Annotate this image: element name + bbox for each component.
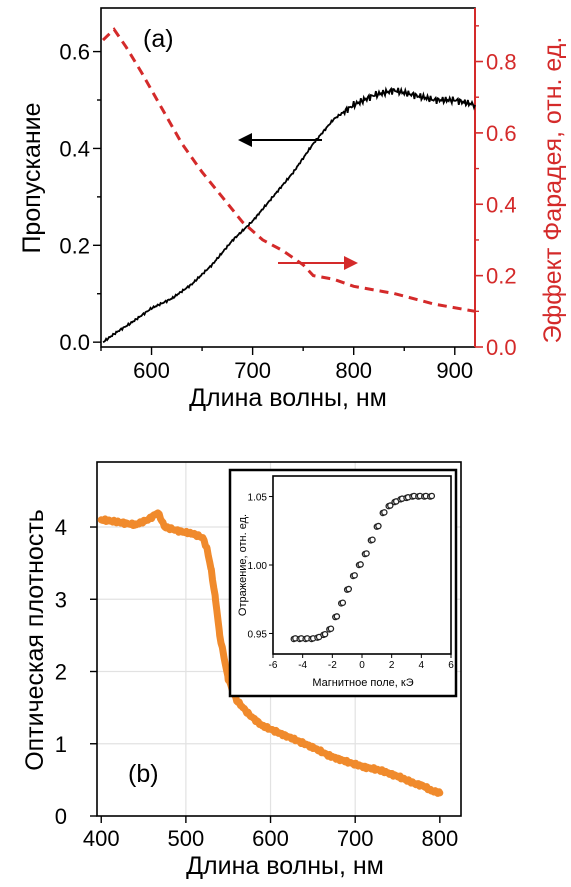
inset-data-point	[369, 536, 376, 544]
inset-y-tick-label: 1.00	[248, 561, 268, 572]
inset-x-tick-label: 4	[419, 660, 425, 671]
inset-x-tick-label: 2	[389, 660, 395, 671]
panel-a-left-arrow	[238, 133, 322, 147]
inset-data-point	[321, 630, 329, 638]
panel-a-left-axis-label: Пропускание	[18, 102, 46, 253]
panel-b-y-tick-label: 0	[55, 804, 67, 829]
panel-a-right-arrow	[278, 256, 358, 270]
panel-a-transmission-line	[102, 86, 476, 344]
inset-data-point	[351, 572, 358, 579]
inset-y-tick-label: 0.95	[248, 629, 268, 640]
panel-b-x-tick-label: 800	[421, 826, 458, 851]
inset-x-ticks: -6 -4 -2 0 2 4 6	[269, 654, 454, 671]
inset-y-axis-label: Отражение, отн. ед.	[237, 514, 249, 616]
panel-a-right-tick-label: 0.0	[486, 335, 517, 360]
panel-a-faraday-line	[101, 27, 476, 313]
inset-x-tick-label: -4	[298, 660, 307, 671]
inset-data-point	[428, 492, 436, 500]
panel-b-y-tick-label: 3	[55, 587, 67, 612]
inset-y-ticks: 0.95 1.00 1.05	[248, 493, 273, 640]
panel-a-x-tick-label: 900	[436, 358, 473, 383]
panel-a-right-axis-label: Эффект Фарадея, отн. ед.	[539, 37, 567, 344]
panel-b-x-tick-label: 400	[83, 826, 120, 851]
panel-b-label: (b)	[128, 760, 159, 788]
panel-a-left-tick-label: 0.4	[59, 136, 90, 161]
panel-a-left-y-ticks: 0.0 0.2 0.4 0.6	[59, 40, 101, 355]
panel-b-x-tick-label: 500	[168, 826, 205, 851]
panel-a-x-axis-label: Длина волны, нм	[189, 384, 387, 412]
inset-data-point	[363, 550, 370, 557]
panel-a-left-tick-label: 0.2	[59, 233, 90, 258]
panel-a-right-tick-label: 0.2	[486, 264, 517, 289]
panel-b-y-ticks: 0 1 2 3 4	[55, 515, 97, 829]
panel-b-y-tick-label: 1	[55, 732, 67, 757]
panel-b-x-axis-label: Длина волны, нм	[186, 852, 384, 880]
panel-a-left-tick-label: 0.6	[59, 40, 90, 65]
panel-b-x-tick-label: 700	[337, 826, 374, 851]
inset-data-point	[387, 502, 394, 509]
inset-data-point	[327, 625, 335, 633]
panel-a: (a) 600 700 800 900 0.00.20.40.6 0.00.20.40…	[18, 7, 567, 412]
panel-a-x-tick-label: 800	[335, 358, 372, 383]
panel-a-x-tick-label: 700	[234, 358, 271, 383]
inset-x-tick-label: -2	[328, 660, 337, 671]
panel-a-left-tick-label: 0.0	[59, 330, 90, 355]
panel-b: 400 500 600 700 800 0 1 2 3 4 (b) Длина волны, н…	[21, 461, 462, 880]
inset-data-points	[290, 492, 436, 643]
inset-y-tick-label: 1.05	[248, 493, 268, 504]
inset-background	[228, 468, 458, 698]
inset-x-tick-label: 6	[448, 660, 454, 671]
inset-data-point	[381, 509, 388, 516]
panel-a-x-ticks: 600 700 800 900	[100, 347, 473, 383]
panel-a-right-y-ticks: 0.0 0.2 0.4 0.6 0.8	[475, 25, 517, 360]
inset-data-point	[357, 561, 364, 568]
inset-data-point	[375, 522, 382, 530]
panel-b-optical-density-line	[97, 509, 444, 797]
inset-data-point	[339, 599, 347, 606]
panel-b-plot-frame	[96, 461, 462, 817]
inset-data-point	[345, 585, 353, 593]
panel-a-right-tick-label: 0.4	[486, 192, 517, 217]
panel-b-inset: -6 -4 -2 0 2 4 6 0.95 1.00 1.05 Магнитное поле, …	[228, 468, 458, 698]
panel-a-right-tick-label: 0.8	[486, 50, 517, 75]
panel-a-x-tick-label: 600	[133, 358, 170, 383]
panel-b-y-tick-label: 4	[55, 515, 67, 540]
panel-b-y-tick-label: 2	[55, 660, 67, 685]
panel-b-x-ticks: 400 500 600 700 800	[83, 816, 458, 851]
panel-a-label: (a)	[143, 25, 174, 53]
inset-x-tick-label: -6	[269, 660, 278, 671]
panel-a-plot-frame	[100, 7, 476, 348]
inset-data-point	[333, 613, 341, 620]
panel-b-y-axis-label: Оптическая плотность	[21, 509, 49, 771]
panel-b-x-tick-label: 600	[252, 826, 289, 851]
inset-x-axis-label: Магнитное поле, кЭ	[312, 677, 413, 689]
inset-x-tick-label: 0	[359, 660, 365, 671]
panel-a-right-tick-label: 0.6	[486, 121, 517, 146]
